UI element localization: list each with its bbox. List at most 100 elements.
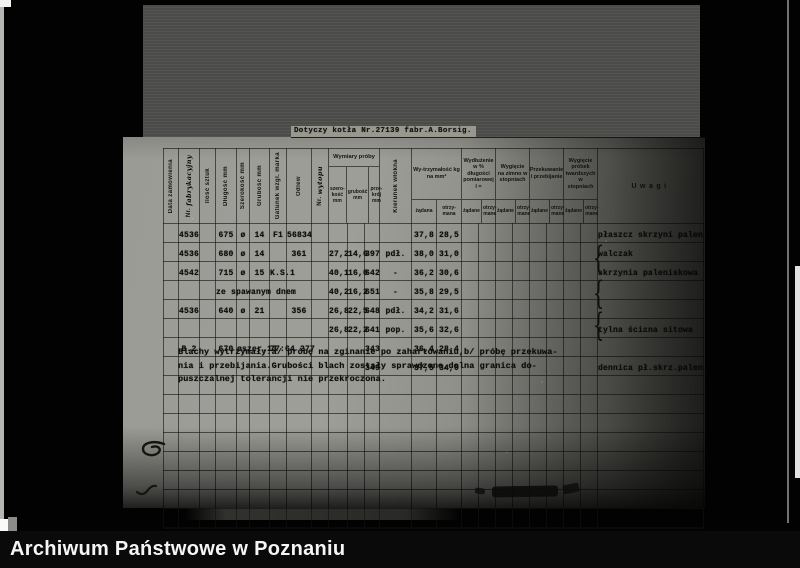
cell-ilosc-sztuk (199, 242, 216, 262)
header-wygiecie-zimno: Wygięcie na zimno w stopniach żądane otrz… (495, 148, 531, 224)
cell-nr-fabrykacyjny (178, 489, 200, 509)
cell-uwagi (597, 451, 705, 471)
cell-gatunek: F1 (269, 223, 287, 243)
cell-przekuwanie-otrzymane (546, 508, 565, 529)
header-gatunek: Gatunek wzgl. marka (269, 148, 287, 224)
cell-dlugosc (215, 394, 237, 414)
cell-wygiecie-otrzymane (512, 508, 531, 529)
cell-wytrzymalosc-otrzymana: 28,5 (435, 223, 463, 243)
cell-przekuwanie-otrzymane (546, 261, 565, 281)
cell-gatunek (269, 451, 287, 471)
ink-smudge-small (474, 487, 486, 495)
cell-wytrzymalosc-otrzymana (435, 413, 463, 433)
cell-szerokosc (236, 451, 250, 471)
table-row: 4536 680 ø 14 361 27,2 14,6 397 pdł. 38,… (163, 242, 705, 262)
cell-szerokosc (236, 413, 250, 433)
cell-przekuwanie-otrzymane (546, 280, 565, 300)
header-odlew: Odlew (286, 148, 312, 224)
cell-grubosc: 15 (249, 261, 270, 281)
cell-odlew: 356 (286, 299, 312, 319)
cell-szerokosc (236, 432, 250, 452)
cell-data-zamowienia (163, 223, 179, 243)
cell-odlew (286, 470, 312, 490)
cell-wymiar-przekroj (364, 413, 380, 433)
cell-przekuwanie-zadane (529, 261, 548, 281)
margin-handwritten-check-mark (135, 484, 158, 496)
cell-uwagi (597, 413, 705, 433)
cell-data-zamowienia (163, 337, 179, 357)
cell-data-zamowienia (163, 413, 179, 433)
cell-kierunek (379, 432, 412, 452)
cell-szerokosc (236, 508, 250, 529)
cell-wymiar-grubosc (347, 413, 365, 433)
cell-wymiar-szerokosc (328, 432, 348, 452)
header-grubosc: Grubość mm (249, 148, 270, 224)
cell-uwagi: dennica pł.skrz.palen. (597, 356, 708, 376)
cell-wymiar-grubosc (347, 508, 365, 529)
cell-nr-fabrykacyjny: 4536 (178, 242, 200, 262)
cell-data-zamowienia (163, 394, 179, 414)
table-row (163, 470, 705, 490)
cell-gatunek (269, 470, 287, 490)
cell-wymiar-szerokosc: 27,2 (328, 242, 349, 262)
cell-kierunek: - (379, 280, 412, 300)
cell-wymiar-szerokosc (328, 413, 348, 433)
cell-uwagi (597, 375, 705, 395)
cell-twarde-otrzymane (580, 413, 599, 433)
cell-wytrzymalosc-zadana (411, 508, 437, 529)
cell-nr-fabrykacyjny (178, 508, 200, 529)
cell-wymiar-grubosc: 22,5 (347, 299, 368, 319)
cell-uwagi (597, 470, 705, 490)
cell-wytrzymalosc-zadana: 35,8 (411, 280, 437, 300)
table-row: ze spawanym dnem 40,2 16,2 651 - 35,8 29… (163, 280, 705, 300)
cell-kierunek: pdł. (379, 299, 412, 319)
ink-smudge (491, 485, 559, 498)
cell-dlugosc (215, 413, 237, 433)
cell-odlew (286, 318, 312, 338)
cell-wydluzenie-otrzymane (478, 261, 497, 281)
cell-wymiar-szerokosc: 40,2 (328, 280, 349, 300)
cell-grubosc (249, 432, 270, 452)
cell-szerokosc (236, 470, 250, 490)
film-corner-block-bottom-gray (8, 517, 17, 532)
cell-twarde-otrzymane (580, 394, 599, 414)
header-wytrzymalosc: Wy-trzymałość kg na mm² żądana otrzy-mana (410, 148, 463, 224)
cell-wymiar-przekroj: 651 (364, 280, 380, 300)
cell-uwagi: walczak (597, 242, 705, 262)
cell-wygiecie-otrzymane (512, 261, 531, 281)
cell-wymiar-przekroj (364, 394, 380, 414)
cell-wymiar-grubosc (347, 451, 365, 471)
cell-wydluzenie-otrzymane (478, 451, 497, 471)
cell-dlugosc (215, 451, 237, 471)
cell-wydluzenie-zadane (461, 413, 480, 433)
cell-grubosc (249, 508, 270, 529)
cell-wymiar-przekroj: 397 (364, 242, 380, 262)
handwritten-brace: { (593, 274, 605, 312)
cell-nr-wytopu (311, 432, 329, 452)
cell-nr-wytopu (311, 508, 329, 529)
cell-szerokosc: ø (236, 261, 250, 281)
cell-odlew: 361 (286, 242, 312, 262)
cell-wymiar-przekroj (364, 508, 380, 529)
cell-gatunek (269, 489, 287, 509)
cell-ilosc-sztuk (199, 299, 216, 319)
table-row (163, 394, 705, 414)
cell-przekuwanie-zadane (529, 508, 548, 529)
cell-nr-wytopu (311, 470, 329, 490)
cell-wymiar-szerokosc (328, 223, 348, 243)
cell-wydluzenie-zadane (461, 223, 480, 243)
table-row (163, 413, 705, 433)
cell-wytrzymalosc-zadana: 34,2 (411, 299, 437, 319)
cell-wydluzenie-otrzymane (478, 242, 497, 262)
cell-dlugosc (215, 432, 237, 452)
cell-grubosc (249, 318, 270, 338)
cell-dlugosc (215, 318, 237, 338)
cell-uwagi: tylna ściana sitowa (597, 318, 705, 338)
cell-wymiar-przekroj (364, 223, 380, 243)
header-szerokosc: Szerokość mm (236, 148, 250, 224)
cell-wygiecie-zadane (495, 318, 514, 338)
cell-nr-wytopu (311, 318, 329, 338)
cell-gatunek: K.S.1 (269, 261, 295, 281)
cell-wytrzymalosc-zadana: 37,8 (411, 223, 437, 243)
